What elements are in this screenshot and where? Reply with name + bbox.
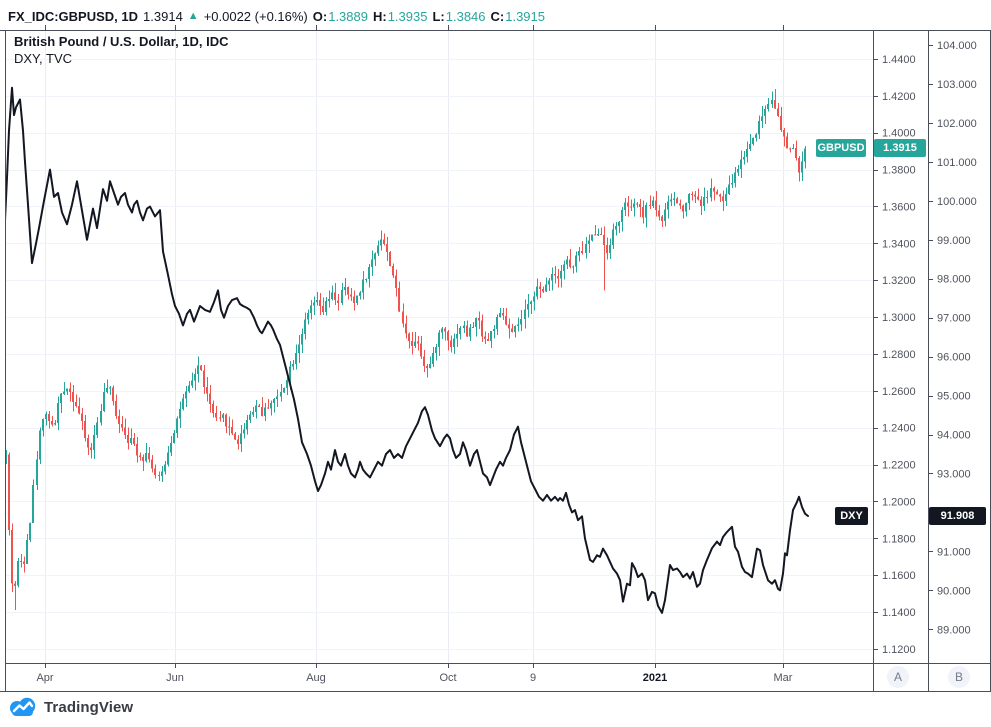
low-label: L: [432,8,445,24]
y-axis-gbpusd-labels[interactable]: 1.4400 1.4200 1.4000 1.3800 1.3600 1.3400 1.32… [882,54,916,656]
y-axis-tick-label: 1.1200 [882,644,916,656]
dxy-line-series [5,86,809,614]
chart-legend: British Pound / U.S. Dollar, 1D, IDC DXY… [14,33,229,67]
symbol-title: FX_IDC:GBPUSD, 1D [8,8,139,24]
up-arrow-icon: ▲ [187,10,199,22]
legend-main-series[interactable]: British Pound / U.S. Dollar, 1D, IDC [14,34,229,49]
y-axis-tick-label: 98.000 [937,274,971,286]
price-change: +0.0022 (+0.16%) [203,8,308,24]
x-axis-tick-label: 9 [530,672,536,684]
y-axis-tick-label: 97.000 [937,313,971,325]
y-axis-tick-label: 1.1400 [882,607,916,619]
last-price: 1.3914 [143,8,183,24]
price-scale-b-button[interactable]: B [948,666,970,688]
open-label: O: [312,8,328,24]
tradingview-logo-text: TradingView [44,698,134,716]
price-scale-a-button[interactable]: A [887,666,909,688]
y-axis-tick-label: 101.000 [937,157,977,169]
symbol-header: FX_IDC:GBPUSD, 1D 1.3914 ▲ +0.0022 (+0.1… [8,7,545,25]
y-axis-tick-label: 1.2800 [882,349,916,361]
y-axis-tick-label: 1.3200 [882,275,916,287]
x-axis-tick-label: Apr [36,672,53,684]
high-value: 1.3935 [387,8,428,24]
x-axis-tick-label: Oct [439,672,456,684]
y-axis-tick-label: 89.000 [937,624,971,636]
y-axis-tick-label: 90.000 [937,585,971,597]
high-label: H: [372,8,387,24]
close-value: 1.3915 [505,8,545,24]
gbpusd-price-badge: 1.3915 [874,139,926,157]
y-axis-tick-label: 1.2000 [882,496,916,508]
y-axis-tick-label: 1.4000 [882,128,916,140]
tradingview-cloud-icon [10,697,36,716]
y-axis-tick-label: 1.1600 [882,570,916,582]
y-axis-tick-label: 1.4400 [882,54,916,66]
y-axis-tick-label: 96.000 [937,352,971,364]
x-axis-tick-label: 2021 [643,672,667,684]
y-axis-tick-label: 91.000 [937,546,971,558]
y-axis-tick-label: 1.3000 [882,312,916,324]
x-axis-tick-label: Jun [166,672,184,684]
y-axis-tick-label: 102.000 [937,118,977,130]
y-axis-tick-label: 1.3600 [882,201,916,213]
x-axis-tick-label: Mar [774,672,793,684]
tradingview-logo[interactable]: TradingView [8,697,133,717]
y-axis-tick-label: 1.2400 [882,423,916,435]
close-label: C: [490,8,505,24]
y-axis-dxy-labels[interactable]: 104.000 103.000 102.000 101.000 100.000 99.00… [937,40,977,636]
low-value: 1.3846 [445,8,486,24]
dxy-series-badge: DXY [835,507,868,525]
x-axis-labels[interactable]: Apr Jun Aug Oct 9 2021 Mar [36,672,792,684]
y-axis-tick-label: 1.2200 [882,460,916,472]
gbpusd-series-badge: GBPUSD [816,139,866,157]
legend-compare-series[interactable]: DXY, TVC [14,51,73,66]
chart-frame [0,25,991,692]
y-axis-tick-label: 94.000 [937,430,971,442]
open-value: 1.3889 [328,8,368,24]
y-axis-tick-label: 1.3400 [882,238,916,250]
y-axis-tick-label: 1.2600 [882,386,916,398]
y-axis-tick-label: 95.000 [937,391,971,403]
y-axis-tick-label: 1.1800 [882,533,916,545]
y-axis-tick-label: 1.4200 [882,91,916,103]
y-axis-tick-label: 93.000 [937,468,971,480]
x-axis-tick-label: Aug [306,672,326,684]
y-axis-tick-label: 1.3800 [882,165,916,177]
y-axis-tick-label: 103.000 [937,79,977,91]
y-axis-tick-label: 100.000 [937,196,977,208]
candlestick-series [5,89,806,611]
dxy-price-badge: 91.908 [929,507,986,525]
y-axis-tick-label: 104.000 [937,40,977,52]
y-axis-tick-label: 99.000 [937,235,971,247]
